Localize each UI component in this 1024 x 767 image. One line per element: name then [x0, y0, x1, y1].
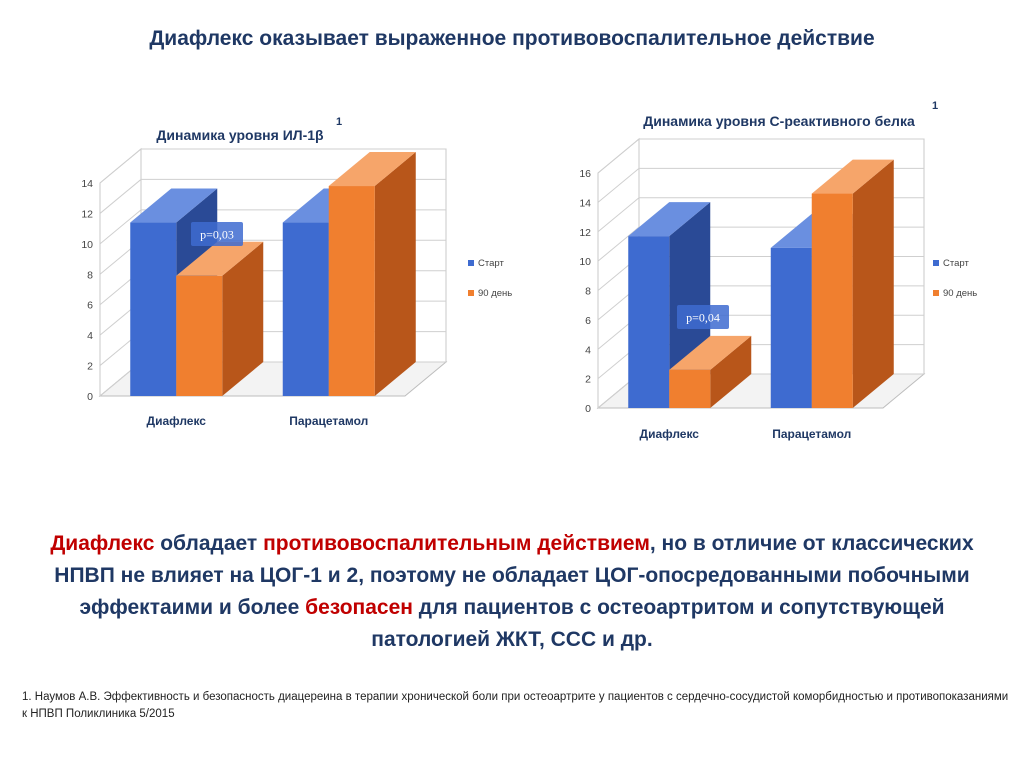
bar-side [852, 159, 894, 408]
legend-label: 90 день [478, 288, 512, 299]
bar-top [669, 335, 752, 370]
footnote-mark: 1 [932, 100, 938, 112]
chart-crp: Динамика уровня С-реактивного белка 1 0 2 4 6… [560, 95, 1020, 475]
body-highlight-diaflex: Диафлекс [50, 532, 155, 555]
bar [328, 152, 416, 396]
bar [811, 159, 894, 408]
bar-front [811, 193, 853, 408]
body-text: Диафлекс обладает противовоспалительным … [50, 528, 974, 656]
legend-label: 90 день [943, 288, 977, 299]
chart-il1b: Динамика уровня ИЛ-1β 1 0 2 4 6 8 10 12 14 Диафлек… [50, 95, 530, 465]
bar-top [628, 202, 711, 237]
y-tick-label: 0 [585, 403, 591, 415]
bar-top [130, 188, 218, 223]
gridline [597, 167, 924, 203]
y-tick-label: 4 [87, 330, 93, 342]
p-value-annotation: p=0,04 [677, 305, 729, 329]
footnote: 1. Наумов А.В. Эффективность и безопасно… [22, 691, 1009, 720]
y-tick-label: 14 [81, 178, 93, 190]
y-tick-label: 2 [87, 361, 93, 373]
y-tick-label: 10 [81, 239, 93, 251]
slide-title: Диафлекс оказывает выраженное противовос… [149, 27, 875, 50]
bar-front [328, 186, 375, 396]
y-tick-label: 6 [585, 315, 591, 327]
y-tick-label: 8 [585, 286, 591, 298]
legend-label: Старт [478, 258, 504, 269]
legend-swatch [933, 260, 939, 266]
bar-side [222, 241, 264, 396]
legend-swatch [933, 290, 939, 296]
body-text-segment: обладает [154, 532, 264, 555]
y-tick-label: 10 [579, 256, 591, 268]
body-text-segment: , но в отличие от классических НПВП не в… [54, 532, 974, 619]
footnote-mark: 1 [336, 116, 342, 128]
category-label: Диафлекс [640, 427, 700, 441]
gridline [597, 138, 924, 174]
bar [669, 335, 752, 408]
body-text-segment: для пациентов с остеоартритом и сопутств… [371, 596, 945, 651]
y-tick-label: 12 [81, 208, 93, 220]
legend-swatch [468, 290, 474, 296]
bar-top [176, 241, 264, 276]
bar-front [669, 369, 711, 408]
y-tick-label: 4 [585, 344, 591, 356]
chart-title: Динамика уровня ИЛ-1β [156, 127, 324, 143]
p-value-text: p=0,03 [200, 228, 234, 242]
chart-svg: Динамика уровня ИЛ-1β102468101214Диафлек… [81, 116, 512, 428]
y-tick-label: 6 [87, 300, 93, 312]
chart-svg: Динамика уровня С-реактивного белка10246… [579, 100, 977, 441]
y-tick-label: 12 [579, 227, 591, 239]
bar-side [374, 152, 416, 396]
bar-top [811, 159, 894, 194]
category-label: Парацетамол [289, 414, 368, 428]
y-tick-label: 0 [87, 391, 93, 403]
bar-side [710, 335, 752, 408]
bar [176, 241, 264, 396]
category-label: Диафлекс [147, 414, 207, 428]
p-value-box [191, 222, 243, 246]
y-tick-label: 16 [579, 168, 591, 180]
p-value-box [677, 305, 729, 329]
bar-front [628, 236, 670, 408]
p-value-text: p=0,04 [686, 311, 720, 325]
y-tick-label: 2 [585, 374, 591, 386]
chart-title: Динамика уровня С-реактивного белка [643, 113, 915, 129]
p-value-annotation: p=0,03 [191, 222, 243, 246]
category-label: Парацетамол [772, 427, 851, 441]
legend-swatch [468, 260, 474, 266]
y-tick-label: 14 [579, 197, 591, 209]
legend-label: Старт [943, 258, 969, 269]
bar-top [328, 152, 416, 187]
bar-front [176, 275, 223, 396]
body-highlight-anti-inflammatory: противовоспалительным действием [263, 532, 650, 555]
body-highlight-safe: безопасен [305, 596, 413, 619]
y-tick-label: 8 [87, 269, 93, 281]
bar-front [770, 247, 812, 408]
bar-front [282, 222, 329, 396]
gridline [99, 148, 446, 184]
bar-front [130, 222, 177, 396]
